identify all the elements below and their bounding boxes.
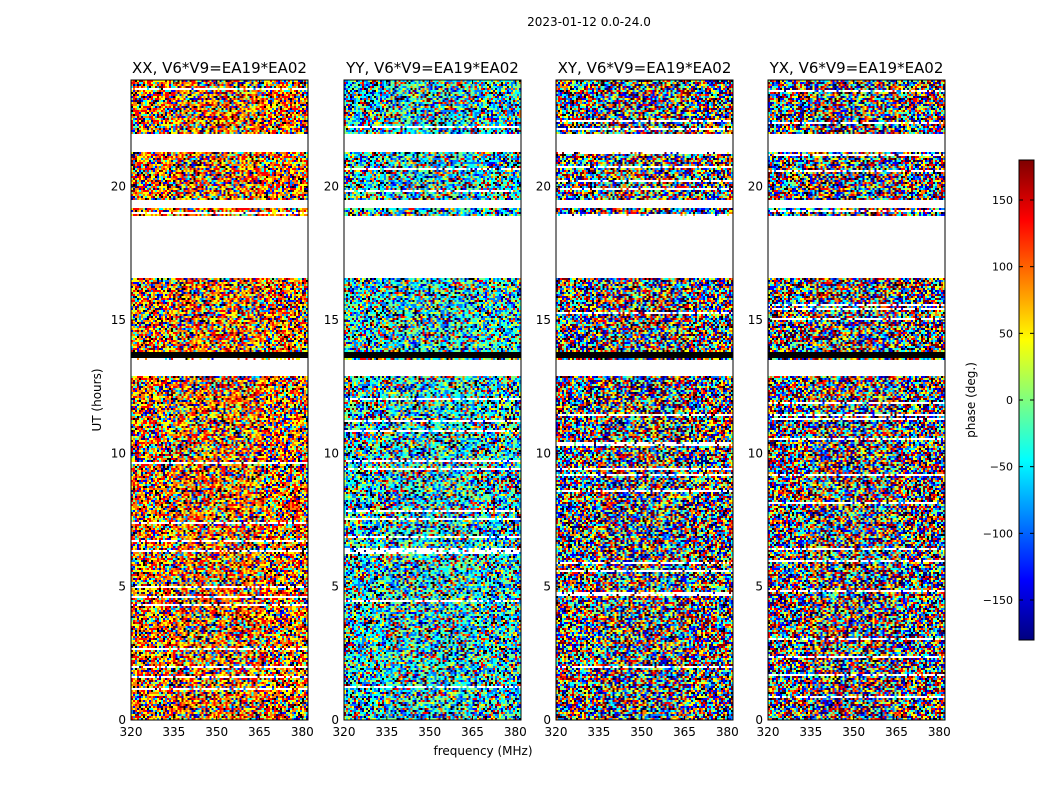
- phase-waterfall-image: [131, 80, 308, 720]
- y-tick-label: 20: [536, 180, 551, 194]
- y-tick-label: 5: [543, 580, 551, 594]
- x-tick-label: 380: [291, 725, 314, 739]
- x-tick-label: 350: [418, 725, 441, 739]
- x-tick-label: 320: [333, 725, 356, 739]
- y-tick-label: 10: [748, 446, 763, 460]
- colorbar-tick-label: 0: [1006, 394, 1013, 407]
- x-tick-label: 380: [716, 725, 739, 739]
- y-tick-label: 10: [536, 446, 551, 460]
- y-tick-label: 20: [111, 180, 126, 194]
- colorbar-tick-label: 100: [992, 261, 1013, 274]
- y-tick-label: 15: [111, 313, 126, 327]
- y-tick-label: 5: [331, 580, 339, 594]
- y-tick-label: 0: [331, 713, 339, 727]
- colorbar-tick-label: 150: [992, 194, 1013, 207]
- x-axis-label: frequency (MHz): [433, 744, 532, 758]
- y-tick-label: 0: [118, 713, 126, 727]
- y-tick-label: 0: [543, 713, 551, 727]
- colorbar: 150 100 50 0 −50 −100 −150: [983, 159, 1035, 641]
- colorbar-label: phase (deg.): [964, 362, 978, 438]
- y-tick-label: 15: [536, 313, 551, 327]
- colorbar-tick-label: −50: [990, 461, 1013, 474]
- y-tick-label: 15: [748, 313, 763, 327]
- x-tick-label: 335: [162, 725, 185, 739]
- y-tick-label: 10: [324, 446, 339, 460]
- panel-frame: [343, 79, 522, 721]
- figure-title: 2023-01-12 0.0-24.0: [527, 15, 651, 29]
- x-tick-label: 350: [842, 725, 865, 739]
- panel-yx: YX, V6*V9=EA19*EA02 320 335 350 365 380 0 5 10 15…: [748, 59, 951, 739]
- panels: XX, V6*V9=EA19*EA02 320 335 350 365 380 0 5 10 15…: [111, 59, 951, 739]
- colorbar-tick-label: 50: [999, 327, 1013, 340]
- x-tick-label: 380: [928, 725, 951, 739]
- panel-xx: XX, V6*V9=EA19*EA02 320 335 350 365 380 0 5 10 15…: [111, 59, 314, 739]
- y-tick-label: 5: [755, 580, 763, 594]
- x-tick-label: 335: [375, 725, 398, 739]
- panel-title: XY, V6*V9=EA19*EA02: [558, 59, 732, 77]
- panel-title: YY, V6*V9=EA19*EA02: [345, 59, 519, 77]
- panel-title: YX, V6*V9=EA19*EA02: [769, 59, 944, 77]
- x-tick-label: 365: [461, 725, 484, 739]
- panel-yy: YY, V6*V9=EA19*EA02 320 335 350 365 380 0 5 10 15…: [324, 59, 527, 739]
- phase-waterfall-image: [556, 80, 733, 720]
- panel-frame: [130, 79, 309, 721]
- x-tick-label: 365: [673, 725, 696, 739]
- colorbar-tick-label: −150: [983, 594, 1013, 607]
- x-tick-label: 365: [248, 725, 271, 739]
- panel-title: XX, V6*V9=EA19*EA02: [132, 59, 307, 77]
- x-tick-label: 350: [630, 725, 653, 739]
- y-tick-label: 5: [118, 580, 126, 594]
- x-tick-label: 320: [120, 725, 143, 739]
- panel-frame: [767, 79, 946, 721]
- phase-waterfall-image: [344, 80, 521, 720]
- panel-xy: XY, V6*V9=EA19*EA02 320 335 350 365 380 0 5 10 15…: [536, 59, 739, 739]
- y-tick-label: 20: [748, 180, 763, 194]
- x-tick-label: 320: [757, 725, 780, 739]
- y-tick-label: 10: [111, 446, 126, 460]
- y-tick-label: 20: [324, 180, 339, 194]
- x-tick-label: 365: [885, 725, 908, 739]
- panel-frame: [555, 79, 734, 721]
- y-axis-label: UT (hours): [90, 368, 104, 431]
- phase-waterfall-image: [768, 80, 945, 720]
- x-tick-label: 350: [205, 725, 228, 739]
- x-tick-label: 380: [504, 725, 527, 739]
- y-tick-label: 15: [324, 313, 339, 327]
- colorbar-tick-label: −100: [983, 527, 1013, 540]
- x-tick-label: 320: [545, 725, 568, 739]
- y-tick-label: 0: [755, 713, 763, 727]
- x-tick-label: 335: [587, 725, 610, 739]
- x-tick-label: 335: [799, 725, 822, 739]
